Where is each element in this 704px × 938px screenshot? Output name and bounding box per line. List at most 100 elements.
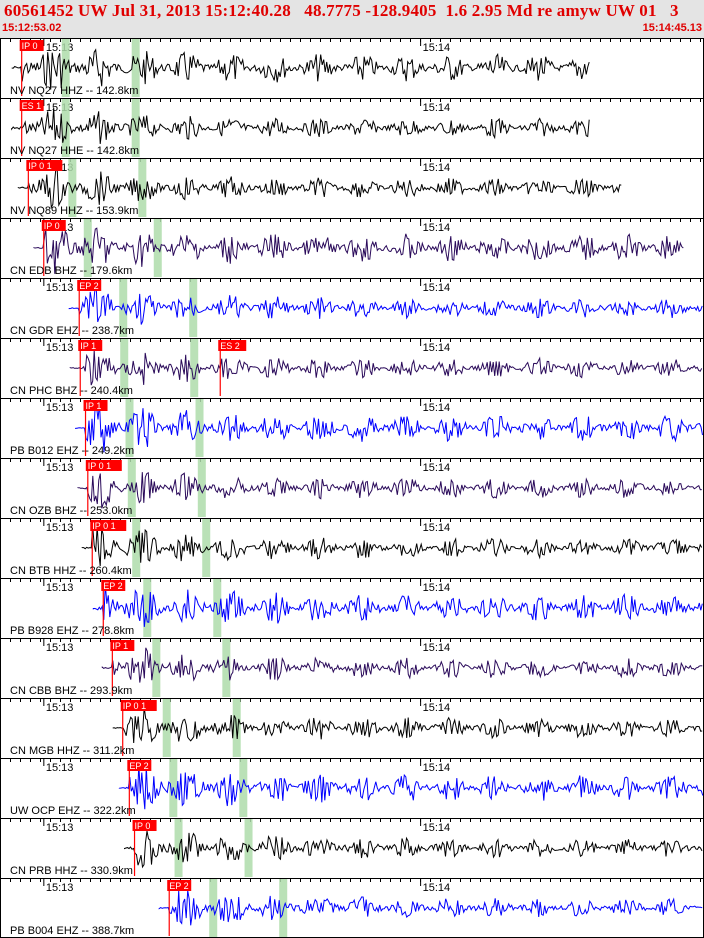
phase-window [138, 159, 147, 217]
time-tick-label: 15:13 [46, 462, 74, 474]
time-tick-label: 15:13 [46, 522, 74, 534]
waveform-trace [124, 830, 703, 869]
time-tick-label: 15:13 [46, 642, 74, 654]
waveform-trace [118, 763, 704, 810]
trace-row: 15:13 15:14 EP 2 PB B004 EHZ -- 388.7km [0, 878, 704, 937]
time-tick-label: 15:14 [423, 402, 451, 414]
phase-window [222, 639, 231, 697]
phase-window [197, 459, 206, 517]
event-title: 60561452 UW Jul 31, 2013 15:12:40.28 48.… [4, 1, 679, 20]
station-label: CN MGB HHZ -- 311.2km [10, 745, 134, 757]
time-tick-label: 15:14 [423, 822, 451, 834]
phase-window [190, 339, 199, 397]
phase-window [239, 759, 248, 817]
waveform-trace [69, 349, 703, 386]
time-tick-label: 15:14 [423, 102, 451, 114]
pick-flag [101, 580, 126, 591]
pick-label: EP 2 [129, 761, 148, 771]
time-tick-label: 15:14 [423, 642, 451, 654]
station-label: PB B004 EHZ -- 388.7km [10, 925, 134, 937]
phase-window [143, 579, 152, 637]
seismogram-panel: 15:13 15:14 IP 0 NV NQ27 HHZ -- 142.8km 15:1… [0, 38, 704, 938]
trace-row: 15:13 15:14 IP 0 1 CN BTB HHZ -- 260.4km [0, 518, 704, 577]
phase-window [120, 339, 129, 397]
pick-label: IP 1 [86, 401, 102, 411]
trace-row: 15:13 15:14 EP 2 UW OCP EHZ -- 322.2km [0, 758, 704, 817]
waveform-trace [17, 167, 622, 210]
station-label: CN EDB BHZ -- 179.6km [10, 265, 132, 277]
time-tick-label: 15:14 [423, 462, 451, 474]
time-tick-label: 15:14 [423, 522, 451, 534]
trace-row: 15:13 15:14 EP 2 CN GDR EHZ -- 238.7km [0, 278, 704, 337]
station-label: PB B012 EHZ -- 249.2km [10, 445, 134, 457]
trace-row: 15:13 15:14 EP 2 PB B928 EHZ -- 278.8km [0, 578, 704, 637]
time-tick-label: 15:14 [423, 162, 451, 174]
pick-flag [26, 160, 63, 171]
pick-label-2: ES 2 [220, 341, 240, 351]
pick-flag [41, 220, 66, 231]
time-tick-label: 15:13 [46, 282, 74, 294]
trace-row: 15:13 15:14 IP 1 PB B012 EHZ -- 249.2km [0, 398, 704, 457]
waveform-trace [11, 48, 590, 90]
pick-flag [19, 100, 44, 111]
phase-window [132, 519, 141, 577]
station-label: CN GDR EHZ -- 238.7km [10, 325, 134, 337]
phase-window [68, 159, 77, 217]
pick-label: IP 0 [135, 821, 151, 831]
time-tick-label: 15:13 [46, 762, 74, 774]
pick-flag [167, 880, 192, 891]
station-label: CN BTB HHZ -- 260.4km [10, 565, 132, 577]
phase-window [119, 279, 128, 337]
phase-window [174, 819, 183, 877]
pick-flag [127, 760, 152, 771]
time-tick-label: 15:14 [423, 702, 451, 714]
pick-label: EP 2 [79, 281, 98, 291]
event-header: 60561452 UW Jul 31, 2013 15:12:40.28 48.… [0, 0, 704, 38]
waveform-trace [68, 285, 703, 325]
time-tick-label: 15:14 [423, 582, 451, 594]
pick-flag [85, 460, 122, 471]
waveform-trace [101, 647, 703, 683]
window-start-time: 15:12:53.02 [2, 22, 62, 34]
pick-flag [78, 340, 103, 351]
pick-label: IP 0 1 [88, 461, 111, 471]
pick-label: EP 2 [103, 581, 122, 591]
pick-flag [132, 820, 157, 831]
time-tick-label: 15:13 [46, 822, 74, 834]
station-label: NV NQ27 HHZ -- 142.8km [10, 85, 138, 97]
waveform-trace [112, 707, 703, 744]
waveform-trace [81, 525, 703, 567]
pick-label: IP 0 1 [28, 161, 51, 171]
trace-row: 15:13 15:14 IP 1 ES 2 CN PHC BHZ -- 240.4km [0, 338, 704, 397]
phase-window [61, 99, 70, 157]
station-label: CN PRB HHZ -- 330.9km [10, 865, 133, 877]
waveform-trace [92, 583, 703, 627]
time-tick-label: 15:13 [46, 402, 74, 414]
window-end-time: 15:14:45.13 [642, 22, 702, 34]
pick-label: IP 0 [22, 41, 38, 51]
phase-window [152, 639, 161, 697]
phase-window [189, 279, 198, 337]
station-label: NV NQ27 HHE -- 142.8km [10, 145, 139, 157]
phase-window [162, 699, 171, 757]
time-tick-label: 15:13 [46, 882, 74, 894]
waveform-trace [11, 107, 590, 144]
time-tick-label: 15:13 [46, 582, 74, 594]
station-label: NV NQ89 HHZ -- 153.9km [10, 205, 138, 217]
pick-label: IP 1 [80, 341, 96, 351]
pick-label: IP 0 [44, 221, 60, 231]
phase-window [83, 219, 92, 277]
pick-label: ES 1 [22, 101, 42, 111]
waveform-trace [75, 403, 703, 453]
waveform-trace [77, 471, 702, 509]
waveform-trace [158, 890, 703, 926]
waveform-trace [33, 227, 684, 274]
station-label: CN PHC BHZ -- 240.4km [10, 385, 133, 397]
phase-window [153, 219, 162, 277]
pick-flag [90, 520, 127, 531]
time-tick-label: 15:14 [423, 282, 451, 294]
time-tick-label: 15:14 [423, 882, 451, 894]
